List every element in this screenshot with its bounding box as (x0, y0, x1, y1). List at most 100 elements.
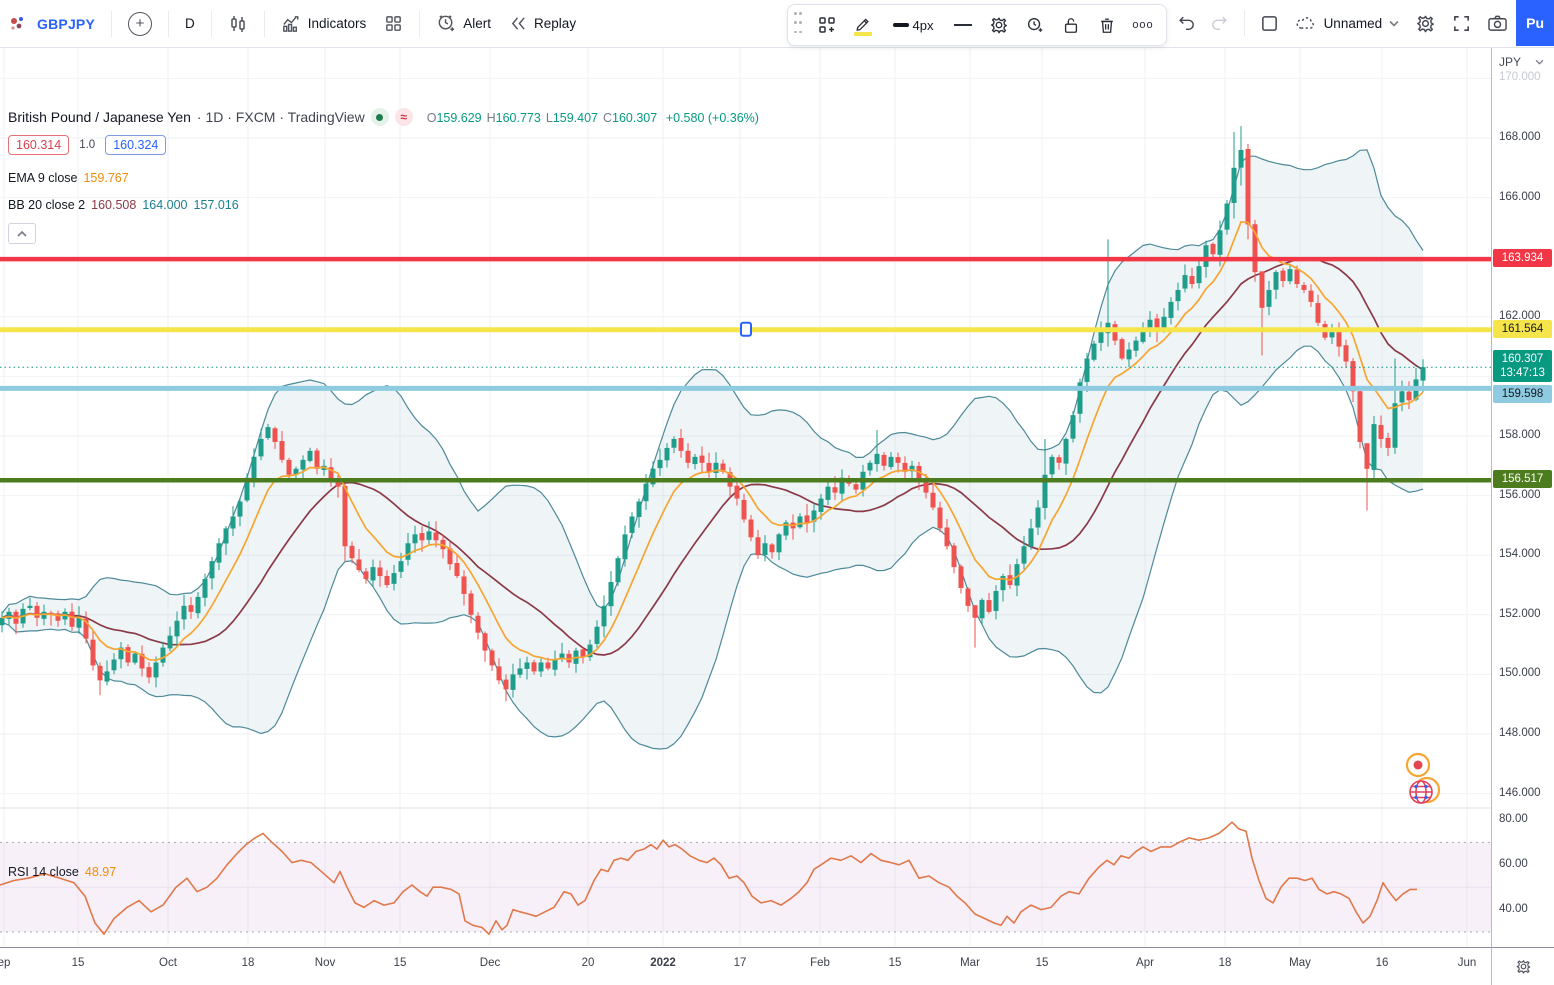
settings-button[interactable] (982, 9, 1016, 41)
bb-lower-value: 157.016 (193, 198, 239, 212)
time-tick-label: Dec (479, 957, 501, 969)
layout-select-button[interactable] (1252, 4, 1287, 42)
chevron-down-icon (1389, 20, 1399, 27)
circled-dot-sticker (1405, 752, 1431, 778)
candlestick-icon (228, 14, 248, 34)
last-price-tag: 160.307 13:47:13 (1493, 350, 1552, 383)
sticker-drawings[interactable] (1405, 752, 1441, 804)
time-tick-label: 18 (1218, 957, 1232, 969)
time-tick-label: 2022 (650, 957, 676, 969)
drawn-lines-layer (0, 256, 1491, 483)
price-axis[interactable]: JPY 170.000168.000166.000164.000162.0001… (1491, 47, 1554, 947)
time-tick-label: 15 (393, 957, 407, 969)
replay-button[interactable]: Replay (500, 5, 585, 43)
time-tick-label: 15 (888, 957, 902, 969)
price-tick-label: 156.000 (1499, 488, 1541, 501)
publish-label: Pu (1526, 15, 1544, 31)
bb-basis-value: 160.508 (91, 198, 137, 212)
globe-sticker (1409, 780, 1433, 804)
publish-button[interactable]: Pu (1516, 0, 1554, 46)
symbol-legend-row[interactable]: British Pound / Japanese Yen · 1D · FXCM… (8, 108, 759, 126)
divider (168, 10, 169, 37)
price-tick-label: 146.000 (1499, 786, 1541, 799)
chart-style-button[interactable] (219, 5, 257, 43)
red-line-price-tag: 163.934 (1493, 249, 1552, 268)
divider (111, 10, 112, 37)
line-style-button[interactable] (946, 9, 980, 41)
layout-name-label: Unnamed (1323, 15, 1383, 31)
drawing-toolbar: 4px ooo (787, 4, 1167, 46)
fullscreen-button[interactable] (1444, 4, 1479, 42)
time-tick-label: Oct (159, 957, 177, 969)
add-to-layout-button[interactable] (810, 9, 844, 41)
indicators-icon (281, 13, 302, 34)
currency-label: JPY (1499, 55, 1522, 69)
gear-icon (1516, 960, 1531, 974)
time-tick-label: 15 (71, 957, 85, 969)
price-tick-label: 166.000 (1499, 190, 1541, 203)
time-tick-label: 18 (241, 957, 255, 969)
ema-legend-row[interactable]: EMA 9 close 159.767 (8, 171, 129, 185)
draw-pencil-button[interactable] (846, 9, 880, 41)
time-tick-label: ep (0, 957, 11, 969)
line-width-button[interactable]: 4px (882, 9, 944, 41)
time-axis[interactable]: ep 15 Oct 18 Nov 15 Dec 20 2022 17 Feb 15 Mar 15 Apr 18… (0, 947, 1491, 985)
indicators-label: Indicators (307, 16, 367, 31)
rsi-pane (0, 821, 1491, 935)
rsi-title: RSI 14 close (8, 865, 79, 879)
time-tick-label: 17 (733, 957, 747, 969)
market-status-icon (370, 108, 389, 126)
snapshot-button[interactable] (1479, 4, 1516, 42)
chevron-down-icon (1535, 59, 1544, 65)
top-toolbar: GBPJPY + D Ind (0, 0, 1554, 48)
replay-label: Replay (534, 16, 577, 31)
line-style-icon (954, 24, 972, 26)
bb-upper-value: 164.000 (142, 198, 188, 212)
bid-ask-row: 160.314 1.0 160.324 (8, 135, 167, 155)
price-tick-label: 168.000 (1499, 131, 1541, 143)
redo-button[interactable] (1203, 4, 1237, 42)
undo-button[interactable] (1169, 4, 1203, 42)
price-tick-label: 158.000 (1499, 429, 1541, 441)
compare-add-button[interactable]: + (119, 5, 161, 43)
time-tick-label: Nov (314, 957, 336, 969)
indicators-button[interactable]: Indicators (272, 5, 376, 43)
change-value: +0.580 (+0.36%) (665, 110, 759, 125)
tradingview-logo[interactable] (8, 14, 28, 34)
divider (210, 10, 212, 37)
indicator-templates-button[interactable] (375, 5, 412, 43)
bb-legend-row[interactable]: BB 20 close 2 160.508 164.000 157.016 (8, 198, 239, 212)
alert-clock-icon (436, 13, 457, 34)
axis-currency-row[interactable]: JPY (1499, 55, 1544, 69)
line-selection-handle[interactable] (740, 321, 752, 337)
rsi-tick-label: 80.00 (1499, 813, 1528, 825)
axis-settings-button[interactable] (1491, 947, 1554, 985)
drag-handle[interactable] (794, 12, 804, 38)
chart-pane[interactable]: British Pound / Japanese Yen · 1D · FXCM… (0, 47, 1491, 984)
rsi-legend-row[interactable]: RSI 14 close 48.97 (8, 865, 116, 879)
ask-button[interactable]: 160.324 (105, 135, 167, 155)
more-options-button[interactable]: ooo (1126, 9, 1160, 41)
symbol-button[interactable]: GBPJPY (35, 5, 104, 43)
add-alert-button[interactable] (1018, 9, 1052, 41)
chart-properties-button[interactable] (1407, 4, 1444, 42)
time-tick-label: 16 (1375, 957, 1389, 969)
delete-button[interactable] (1090, 9, 1124, 41)
chart-canvas[interactable] (0, 47, 1491, 947)
approx-data-icon: ≈ (394, 108, 413, 126)
ohlc-values: O159.629 H160.773 L159.407 C160.307 +0.580 … (426, 110, 759, 125)
divider (1243, 10, 1245, 36)
price-tick-label: 154.000 (1499, 548, 1541, 561)
chevron-up-icon (17, 230, 27, 237)
alert-button[interactable]: Alert (427, 5, 500, 43)
interval-label: D (185, 16, 195, 31)
ema-value: 159.767 (83, 171, 129, 185)
lock-button[interactable] (1054, 9, 1088, 41)
symbol-label: GBPJPY (37, 15, 95, 32)
collapse-legend-button[interactable] (8, 223, 36, 244)
bid-button[interactable]: 160.314 (8, 135, 70, 155)
blue-line-price-tag: 159.598 (1493, 385, 1552, 404)
interval-button[interactable]: D (176, 5, 204, 43)
cloud-layout-button[interactable]: Unnamed (1287, 4, 1408, 42)
